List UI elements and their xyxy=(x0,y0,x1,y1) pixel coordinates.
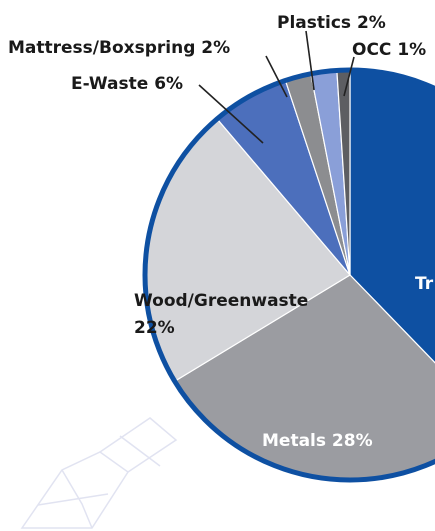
mattress-leader-line xyxy=(265,55,288,98)
pie-slices xyxy=(142,67,435,483)
occ-label: OCC 1% xyxy=(352,40,426,60)
leader-lines xyxy=(198,30,355,144)
wood-label-line1: Wood/Greenwaste xyxy=(134,291,308,311)
trash-label: Tr xyxy=(415,274,434,294)
ewaste-leader-line xyxy=(198,84,264,144)
wood-label-line2: 22% xyxy=(134,318,175,338)
plastics-leader-line xyxy=(305,30,315,91)
occ-leader-line xyxy=(343,56,355,97)
ewaste-label: E-Waste 6% xyxy=(71,74,183,94)
mattress-label: Mattress/Boxspring 2% xyxy=(8,38,230,58)
metals-label: Metals 28% xyxy=(262,431,373,451)
plastics-label: Plastics 2% xyxy=(277,13,386,33)
satellite-watermark-icon xyxy=(20,417,178,529)
